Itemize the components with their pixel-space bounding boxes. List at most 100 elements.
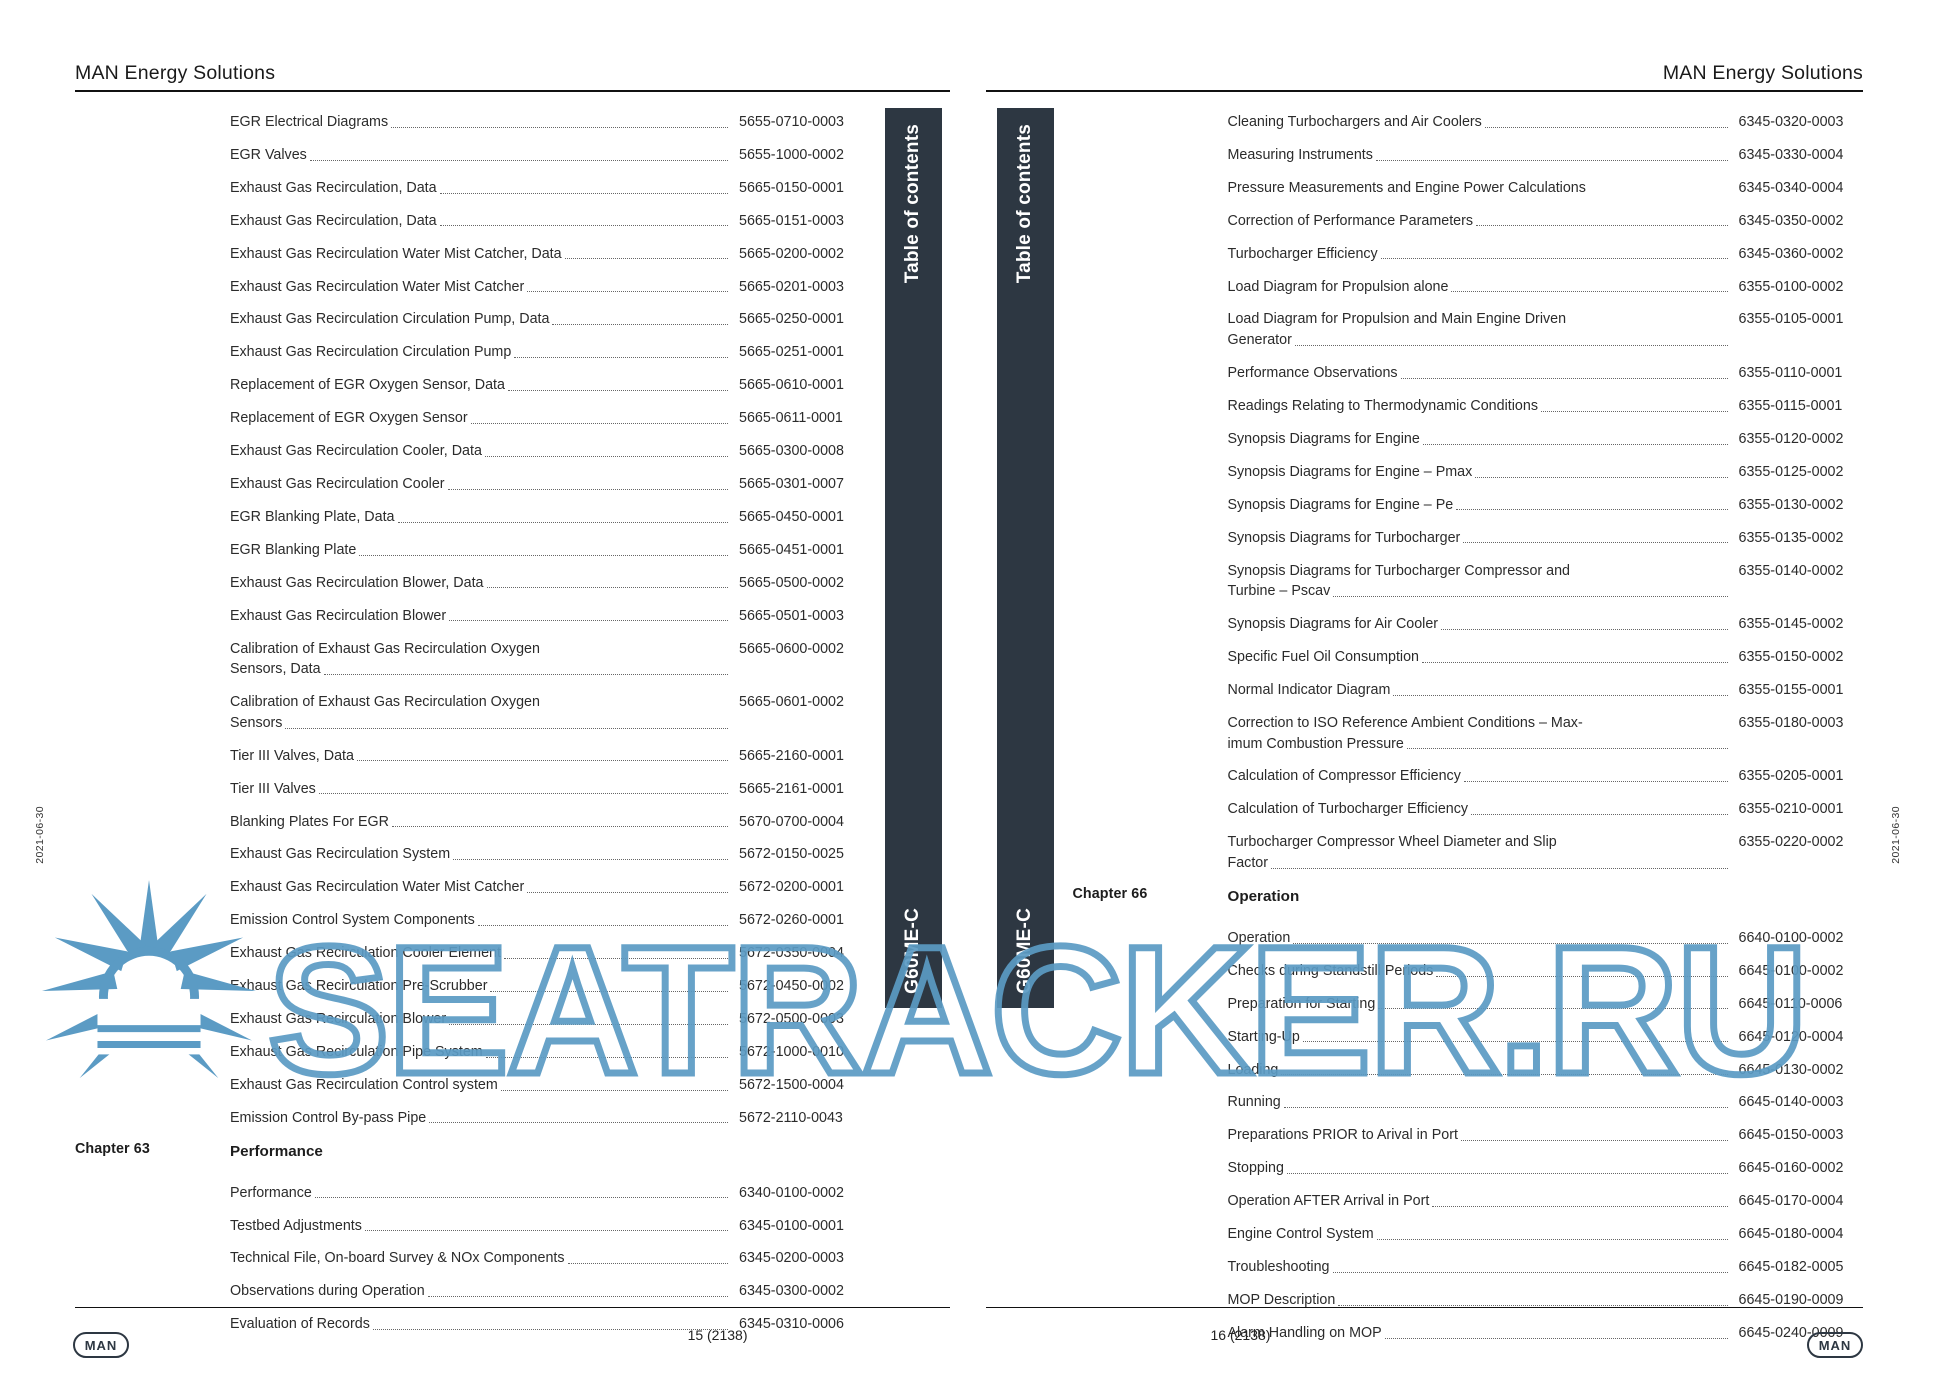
toc-entry-row[interactable]: Calibration of Exhaust Gas Recirculation… [75,639,865,680]
toc-entry-row[interactable]: EGR Blanking Plate, Data 5665-0450-0001 [75,507,865,528]
toc-entry-row[interactable]: Exhaust Gas Recirculation, Data 5665-0150… [75,178,865,199]
toc-entry-row[interactable]: Exhaust Gas Recirculation Circulation Pu… [75,342,865,363]
toc-entry[interactable]: Synopsis Diagrams for Turbocharger Compr… [1228,561,1863,602]
toc-entry[interactable]: Exhaust Gas Recirculation Cooler Element… [230,943,865,964]
toc-entry-row[interactable]: Evaluation of Records 6345-0310-0006 [75,1314,865,1335]
toc-entry-row[interactable]: Loading 6645-0130-0002 [1073,1060,1863,1081]
toc-entry[interactable]: Exhaust Gas Recirculation Blower 5665-050… [230,606,865,627]
toc-entry-row[interactable]: Exhaust Gas Recirculation Blower, Data 56… [75,573,865,594]
toc-entry[interactable]: Alarm Handling on MOP 6645-0240-0009 [1228,1323,1863,1344]
toc-entry-row[interactable]: Calculation of Turbocharger Efficiency 63… [1073,799,1863,820]
toc-entry[interactable]: Checks during Standstill Periods 6645-010… [1228,961,1863,982]
toc-entry[interactable]: Exhaust Gas Recirculation Water Mist Cat… [230,277,865,298]
toc-entry-row[interactable]: Running 6645-0140-0003 [1073,1092,1863,1113]
toc-entry[interactable]: EGR Blanking Plate, Data 5665-0450-0001 [230,507,865,528]
toc-entry[interactable]: Correction of Performance Parameters 6345… [1228,211,1863,232]
toc-entry-row[interactable]: Testbed Adjustments 6345-0100-0001 [75,1216,865,1237]
toc-entry-row[interactable]: Performance 6340-0100-0002 [75,1183,865,1204]
toc-entry[interactable]: Exhaust Gas Recirculation Water Mist Cat… [230,877,865,898]
toc-entry[interactable]: Synopsis Diagrams for Engine – Pmax 6355-… [1228,462,1863,483]
toc-entry[interactable]: Normal Indicator Diagram 6355-0155-0001 [1228,680,1863,701]
toc-entry[interactable]: Exhaust Gas Recirculation, Data 5665-0151… [230,211,865,232]
toc-entry[interactable]: Preparations PRIOR to Arival in Port 6645… [1228,1125,1863,1146]
toc-entry-row[interactable]: Readings Relating to Thermodynamic Condi… [1073,396,1863,417]
toc-entry-row[interactable]: Exhaust Gas Recirculation Cooler 5665-030… [75,474,865,495]
toc-entry-row[interactable]: Exhaust Gas Recirculation Cooler, Data 56… [75,441,865,462]
toc-entry-row[interactable]: Observations during Operation 6345-0300-0… [75,1281,865,1302]
toc-entry[interactable]: Blanking Plates For EGR 5670-0700-0004 [230,812,865,833]
toc-entry[interactable]: Exhaust Gas Recirculation Circulation Pu… [230,342,865,363]
toc-entry[interactable]: Calibration of Exhaust Gas Recirculation… [230,639,865,680]
toc-entry-row[interactable]: Synopsis Diagrams for Engine – Pe 6355-01… [1073,495,1863,516]
toc-entry-row[interactable]: Exhaust Gas Recirculation Blower 5672-050… [75,1009,865,1030]
toc-entry[interactable]: Synopsis Diagrams for Air Cooler 6355-014… [1228,614,1863,635]
toc-entry-row[interactable]: Synopsis Diagrams for Engine – Pmax 6355-… [1073,462,1863,483]
toc-entry[interactable]: MOP Description 6645-0190-0009 [1228,1290,1863,1311]
toc-entry-row[interactable]: Preparation for Starting 6645-0110-0006 [1073,994,1863,1015]
toc-entry[interactable]: EGR Electrical Diagrams 5655-0710-0003 [230,112,865,133]
toc-entry[interactable]: Exhaust Gas Recirculation Cooler, Data 56… [230,441,865,462]
toc-entry-row[interactable]: Correction to ISO Reference Ambient Cond… [1073,713,1863,754]
toc-entry-row[interactable]: Synopsis Diagrams for Engine 6355-0120-00… [1073,429,1863,450]
toc-entry-row[interactable]: Exhaust Gas Recirculation Blower 5665-050… [75,606,865,627]
toc-entry-row[interactable]: Measuring Instruments 6345-0330-0004 [1073,145,1863,166]
toc-entry[interactable]: Synopsis Diagrams for Turbocharger 6355-0… [1228,528,1863,549]
toc-entry[interactable]: Exhaust Gas Recirculation System 5672-015… [230,844,865,865]
toc-entry[interactable]: Exhaust Gas Recirculation Blower 5672-050… [230,1009,865,1030]
toc-entry-row[interactable]: Turbocharger Compressor Wheel Diameter a… [1073,832,1863,873]
toc-entry-row[interactable]: Stopping 6645-0160-0002 [1073,1158,1863,1179]
toc-entry-row[interactable]: Performance Observations 6355-0110-0001 [1073,363,1863,384]
toc-entry-row[interactable]: Exhaust Gas Recirculation Control system… [75,1075,865,1096]
toc-entry-row[interactable]: MOP Description 6645-0190-0009 [1073,1290,1863,1311]
toc-entry-row[interactable]: Technical File, On-board Survey & NOx Co… [75,1248,865,1269]
toc-entry-row[interactable]: Checks during Standstill Periods 6645-010… [1073,961,1863,982]
toc-entry[interactable]: Correction to ISO Reference Ambient Cond… [1228,713,1863,754]
toc-entry-row[interactable]: Load Diagram for Propulsion and Main Eng… [1073,309,1863,350]
toc-entry[interactable]: Tier III Valves, Data 5665-2160-0001 [230,746,865,767]
toc-entry[interactable]: Replacement of EGR Oxygen Sensor, Data 56… [230,375,865,396]
toc-entry[interactable]: Replacement of EGR Oxygen Sensor 5665-061… [230,408,865,429]
toc-entry-row[interactable]: Normal Indicator Diagram 6355-0155-0001 [1073,680,1863,701]
toc-entry[interactable]: Exhaust Gas Recirculation Blower, Data 56… [230,573,865,594]
toc-entry[interactable]: Starting-Up 6645-0120-0004 [1228,1027,1863,1048]
toc-entry[interactable]: Engine Control System 6645-0180-0004 [1228,1224,1863,1245]
toc-entry-row[interactable]: Load Diagram for Propulsion alone 6355-01… [1073,277,1863,298]
toc-entry[interactable]: Calculation of Turbocharger Efficiency 63… [1228,799,1863,820]
toc-entry[interactable]: Testbed Adjustments 6345-0100-0001 [230,1216,865,1237]
toc-entry-row[interactable]: Specific Fuel Oil Consumption 6355-0150-0… [1073,647,1863,668]
toc-entry-row[interactable]: EGR Electrical Diagrams 5655-0710-0003 [75,112,865,133]
toc-entry[interactable]: Loading 6645-0130-0002 [1228,1060,1863,1081]
toc-entry-row[interactable]: Calculation of Compressor Efficiency 6355… [1073,766,1863,787]
toc-entry-row[interactable]: Calibration of Exhaust Gas Recirculation… [75,692,865,733]
toc-entry-row[interactable]: Correction of Performance Parameters 6345… [1073,211,1863,232]
toc-entry[interactable]: Exhaust Gas Recirculation Pre-Scrubber 56… [230,976,865,997]
toc-entry-row[interactable]: Alarm Handling on MOP 6645-0240-0009 [1073,1323,1863,1344]
toc-entry-row[interactable]: Operation AFTER Arrival in Port 6645-0170… [1073,1191,1863,1212]
toc-entry-row[interactable]: Exhaust Gas Recirculation Cooler Element… [75,943,865,964]
toc-entry[interactable]: Calculation of Compressor Efficiency 6355… [1228,766,1863,787]
toc-entry-row[interactable]: Exhaust Gas Recirculation Circulation Pu… [75,309,865,330]
toc-entry-row[interactable]: EGR Blanking Plate 5665-0451-0001 [75,540,865,561]
toc-entry-row[interactable]: Synopsis Diagrams for Turbocharger Compr… [1073,561,1863,602]
toc-entry-row[interactable]: Blanking Plates For EGR 5670-0700-0004 [75,812,865,833]
toc-entry-row[interactable]: Synopsis Diagrams for Turbocharger 6355-0… [1073,528,1863,549]
toc-entry[interactable]: Synopsis Diagrams for Engine – Pe 6355-01… [1228,495,1863,516]
toc-entry[interactable]: Emission Control By-pass Pipe 5672-2110-0… [230,1108,865,1129]
toc-entry[interactable]: Cleaning Turbochargers and Air Coolers 63… [1228,112,1863,133]
toc-entry[interactable]: Performance Observations 6355-0110-0001 [1228,363,1863,384]
toc-entry[interactable]: Turbocharger Compressor Wheel Diameter a… [1228,832,1863,873]
toc-entry[interactable]: Readings Relating to Thermodynamic Condi… [1228,396,1863,417]
toc-entry[interactable]: Load Diagram for Propulsion and Main Eng… [1228,309,1863,350]
toc-entry[interactable]: Synopsis Diagrams for Engine 6355-0120-00… [1228,429,1863,450]
toc-entry[interactable]: EGR Blanking Plate 5665-0451-0001 [230,540,865,561]
toc-entry-row[interactable]: Exhaust Gas Recirculation, Data 5665-0151… [75,211,865,232]
toc-entry[interactable]: Operation AFTER Arrival in Port 6645-0170… [1228,1191,1863,1212]
toc-entry[interactable]: Exhaust Gas Recirculation Pipe System 567… [230,1042,865,1063]
toc-entry[interactable]: Exhaust Gas Recirculation Control system… [230,1075,865,1096]
toc-entry-row[interactable]: Exhaust Gas Recirculation Pre-Scrubber 56… [75,976,865,997]
toc-entry-row[interactable]: Emission Control By-pass Pipe 5672-2110-0… [75,1108,865,1129]
toc-entry[interactable]: Technical File, On-board Survey & NOx Co… [230,1248,865,1269]
toc-entry-row[interactable]: Tier III Valves, Data 5665-2160-0001 [75,746,865,767]
toc-entry-row[interactable]: Exhaust Gas Recirculation System 5672-015… [75,844,865,865]
toc-entry[interactable]: Running 6645-0140-0003 [1228,1092,1863,1113]
